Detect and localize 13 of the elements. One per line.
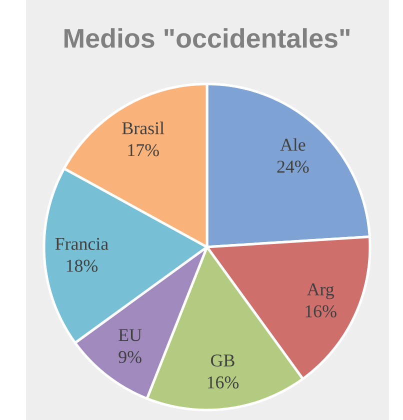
- data-label: 9%: [118, 350, 142, 364]
- slice-label: Arg: [306, 283, 334, 300]
- slice-label: Brasil: [122, 122, 164, 134]
- data-label: 16%: [208, 376, 239, 389]
- data-label: 17%: [128, 144, 159, 156]
- data-label: 16%: [306, 305, 336, 318]
- slice-label: GB: [211, 354, 234, 367]
- slice-label: EU: [118, 329, 142, 342]
- data-label: 18%: [66, 260, 98, 272]
- chart-title: Medios "occidentales": [64, 28, 350, 48]
- data-label: 24%: [277, 160, 309, 173]
- slice-label: Francia: [55, 238, 108, 250]
- slice-label: Ale: [280, 138, 306, 151]
